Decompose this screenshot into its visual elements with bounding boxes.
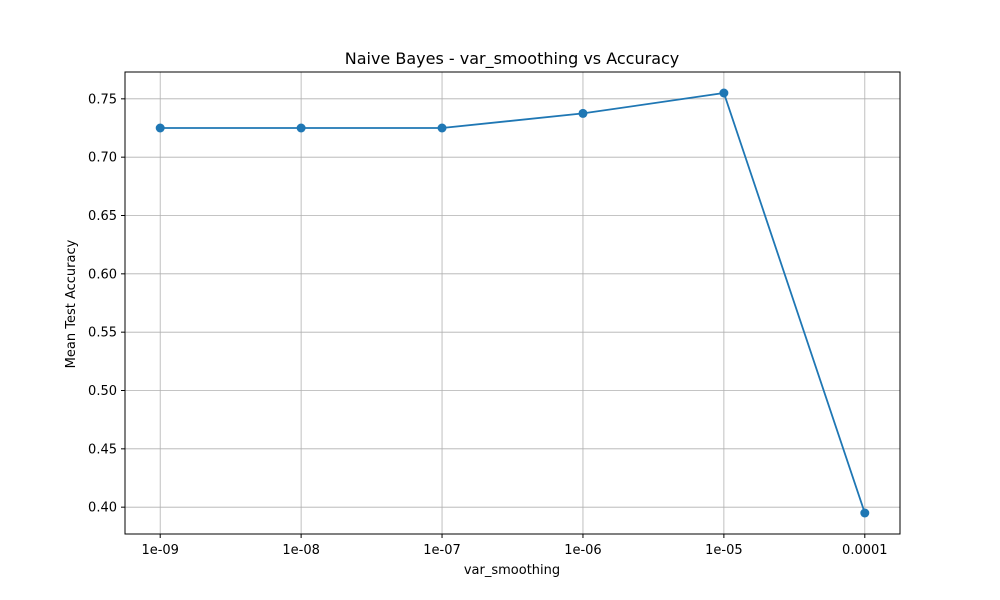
y-tick-label: 0.40: [88, 501, 117, 516]
data-point: [155, 123, 165, 133]
y-axis-ticks: 0.40 0.45 0.50 0.55 0.60 0.65 0.70 0.75: [88, 92, 125, 516]
data-point: [578, 108, 588, 118]
data-point: [437, 123, 447, 133]
x-tick-label: 0.0001: [842, 543, 888, 558]
series-markers: [155, 88, 870, 518]
data-point: [860, 508, 870, 518]
data-point: [296, 123, 306, 133]
series-line-group: [160, 92, 866, 514]
y-tick-label: 0.65: [88, 209, 117, 224]
y-tick-label: 0.60: [88, 267, 117, 282]
y-tick-label: 0.50: [88, 384, 117, 399]
y-tick-label: 0.55: [88, 326, 117, 341]
x-tick-label: 1e-06: [564, 543, 602, 558]
x-tick-label: 1e-08: [282, 543, 320, 558]
y-axis-label: Mean Test Accuracy: [64, 239, 79, 368]
y-tick-label: 0.45: [88, 442, 117, 457]
x-axis-label: var_smoothing: [464, 563, 560, 578]
chart-title: Naive Bayes - var_smoothing vs Accuracy: [345, 49, 680, 69]
x-tick-label: 1e-05: [705, 543, 743, 558]
data-point: [719, 88, 729, 98]
grid-lines: [125, 72, 900, 534]
plot-area-frame: [124, 71, 901, 535]
x-tick-label: 1e-09: [141, 543, 179, 558]
x-tick-label: 1e-07: [423, 543, 461, 558]
series-line: [160, 92, 866, 514]
y-tick-label: 0.70: [88, 151, 117, 166]
x-axis-ticks: 1e-09 1e-08 1e-07 1e-06 1e-05 0.0001: [141, 534, 888, 558]
y-tick-label: 0.75: [88, 92, 117, 107]
